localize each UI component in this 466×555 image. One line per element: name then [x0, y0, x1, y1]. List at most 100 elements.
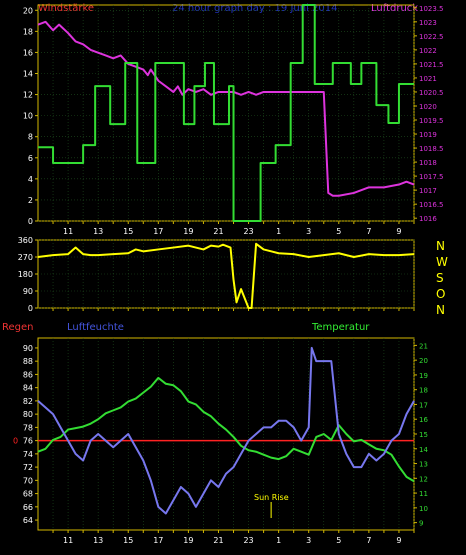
y-tick-label-right: 1021.5 — [419, 61, 444, 69]
y-tick-label: 74 — [23, 450, 33, 459]
y-tick-label-right: 17 — [419, 401, 428, 409]
x-tick-label: 3 — [306, 227, 311, 236]
y-tick-label: 90 — [23, 344, 33, 353]
y-tick-label-right: 13 — [419, 461, 428, 469]
y-tick-label: 6 — [28, 154, 33, 163]
x-tick-label: 21 — [213, 536, 223, 545]
compass-n-top: N — [436, 239, 445, 253]
y-tick-label-right: 1017 — [419, 187, 437, 195]
x-tick-label: 15 — [123, 227, 133, 236]
x-tick-label: 7 — [366, 227, 371, 236]
x-tick-label: 23 — [243, 536, 253, 545]
y-tick-label: 180 — [18, 270, 33, 279]
wind-direction-line — [37, 242, 415, 309]
x-tick-label: 9 — [396, 227, 401, 236]
compass-n-bottom: N — [436, 303, 445, 317]
x-tick-label: 23 — [243, 227, 253, 236]
x-tick-label: 19 — [183, 227, 193, 236]
y-tick-label: 68 — [23, 490, 33, 499]
y-tick-label: 84 — [23, 384, 33, 393]
y-tick-label: 4 — [28, 175, 33, 184]
wind-pressure-panel: 11 13 15 17 19 21 23 1 3 5 7 9024681012141618201016… — [23, 4, 444, 236]
y-tick-label-right: 1016 — [419, 215, 437, 223]
y-tick-label: 90 — [23, 287, 33, 296]
x-tick-label: 19 — [183, 536, 193, 545]
y-tick-label-right: 18 — [419, 387, 428, 395]
x-tick-label: 3 — [306, 536, 311, 545]
x-tick-label: 17 — [153, 227, 163, 236]
y-tick-label-right: 15 — [419, 431, 428, 439]
x-tick-label: 5 — [336, 227, 341, 236]
y-tick-label: 20 — [23, 6, 33, 15]
y-tick-label: 12 — [23, 91, 33, 100]
y-tick-label: 10 — [23, 112, 33, 121]
y-tick-label-right: 1023 — [419, 19, 437, 27]
chart-title: 24 hour graph day : 19 Juni 2014 — [172, 3, 338, 14]
x-tick-label: 11 — [63, 536, 73, 545]
compass-w: W — [436, 255, 448, 269]
y-tick-label: 0 — [28, 217, 33, 226]
y-tick-label-right: 9 — [419, 520, 423, 528]
rain-zero-label: 0 — [13, 437, 18, 446]
y-tick-label-right: 1022 — [419, 47, 437, 55]
windstaerke-label: Windstärke — [38, 3, 94, 14]
y-tick-label-right: 1019.5 — [419, 117, 444, 125]
y-tick-label: 64 — [23, 516, 33, 525]
x-tick-label: 5 — [336, 536, 341, 545]
compass-labels: N W S O N — [436, 239, 448, 317]
x-tick-label: 9 — [396, 536, 401, 545]
y-tick-label: 8 — [28, 133, 33, 142]
compass-o: O — [436, 287, 445, 301]
y-tick-label: 86 — [23, 370, 33, 379]
y-tick-label: 78 — [23, 423, 33, 432]
y-tick-label-right: 19 — [419, 372, 428, 380]
y-tick-label: 18 — [23, 27, 33, 36]
y-tick-label: 360 — [18, 236, 33, 245]
humidity-temperature-panel: 11 13 15 17 19 21 23 1 3 5 7 9646668707274767880828… — [13, 337, 428, 545]
y-tick-label: 270 — [18, 253, 33, 262]
y-tick-label-right: 1017.5 — [419, 173, 444, 181]
y-tick-label-right: 1018 — [419, 159, 437, 167]
x-tick-label: 1 — [276, 536, 281, 545]
y-tick-label-right: 1022.5 — [419, 33, 444, 41]
luftfeuchte-label: Luftfeuchte — [67, 322, 124, 333]
y-tick-label: 70 — [23, 476, 33, 485]
x-tick-label: 1 — [276, 227, 281, 236]
y-tick-label-right: 1016.5 — [419, 201, 444, 209]
y-tick-label-right: 11 — [419, 490, 428, 498]
y-tick-label-right: 1020.5 — [419, 89, 444, 97]
x-tick-label: 21 — [213, 227, 223, 236]
temperature-line — [37, 376, 415, 483]
x-tick-label: 7 — [366, 536, 371, 545]
y-tick-label: 80 — [23, 410, 33, 419]
y-tick-label-right: 21 — [419, 342, 428, 350]
x-tick-label: 17 — [153, 536, 163, 545]
y-tick-label: 0 — [28, 304, 33, 313]
y-tick-label: 14 — [23, 69, 33, 78]
compass-s: S — [436, 271, 444, 285]
y-tick-label-right: 1018.5 — [419, 145, 444, 153]
luftdruck-label: Luftdruck — [371, 3, 418, 14]
y-tick-label-right: 10 — [419, 505, 428, 513]
x-tick-label: 13 — [93, 536, 103, 545]
wind-direction-panel: 0 90 180 270 360 — [18, 236, 415, 313]
wind-speed-line — [38, 4, 414, 222]
y-tick-label-right: 14 — [419, 446, 428, 454]
humidity-line — [37, 346, 415, 515]
sunrise-label: Sun Rise — [254, 493, 289, 502]
x-tick-label: 13 — [93, 227, 103, 236]
y-tick-label-right: 1021 — [419, 75, 437, 83]
y-tick-label: 88 — [23, 357, 33, 366]
y-tick-label-right: 12 — [419, 475, 428, 483]
y-tick-label: 66 — [23, 503, 33, 512]
y-tick-label: 2 — [28, 196, 33, 205]
y-tick-label-right: 1023.5 — [419, 5, 444, 13]
pressure-line — [37, 20, 415, 197]
x-tick-label: 15 — [123, 536, 133, 545]
y-tick-label-right: 1020 — [419, 103, 437, 111]
regen-label: Regen — [2, 322, 34, 333]
y-tick-label-right: 20 — [419, 357, 428, 365]
x-tick-label: 11 — [63, 227, 73, 236]
y-tick-label-right: 1019 — [419, 131, 437, 139]
